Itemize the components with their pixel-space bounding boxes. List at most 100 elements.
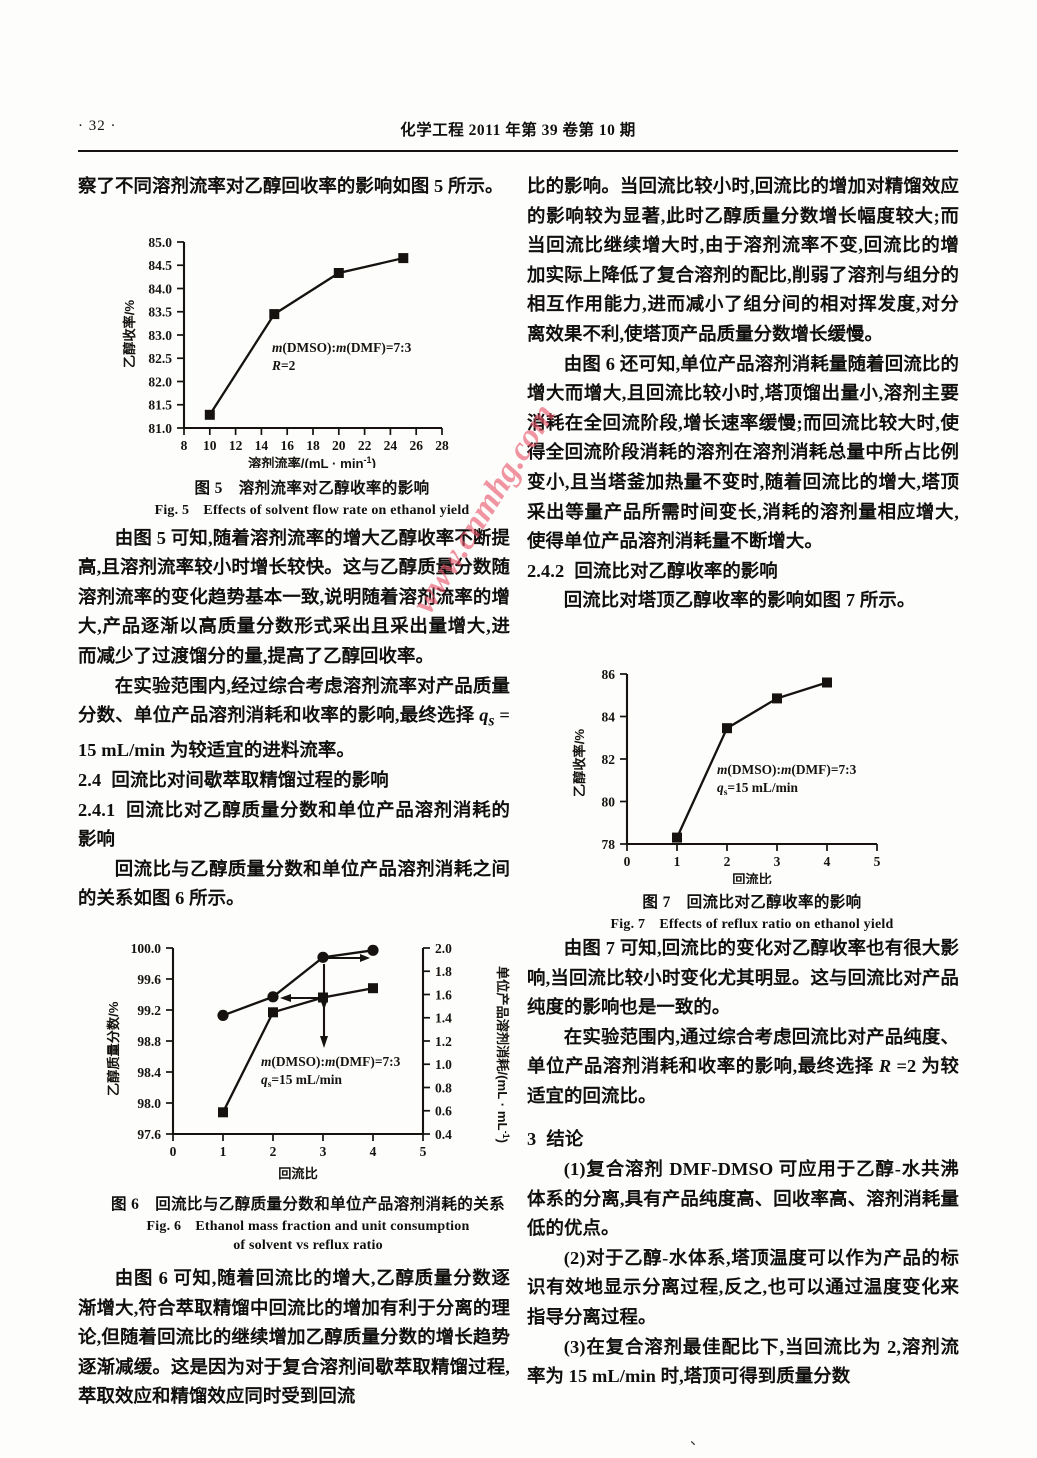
svg-text:0.8: 0.8 — [435, 1081, 452, 1096]
svg-text:5: 5 — [420, 1144, 427, 1159]
heading-text: 回流比对乙醇收率的影响 — [574, 560, 778, 581]
figure-7-plot: 乙醇收率/% 78 80 82 84 86 0 1 2 3 4 5 — [571, 667, 881, 884]
svg-text:3: 3 — [320, 1144, 327, 1159]
heading-number: 2.4.1 — [78, 799, 116, 820]
svg-text:97.6: 97.6 — [137, 1127, 161, 1142]
fig6-annotation-qs: qs=15 mL/min — [261, 1072, 342, 1090]
svg-text:2: 2 — [724, 854, 731, 869]
fig6-yticks-left: 97.6 98.0 98.4 98.8 99.2 99.6 100.0 — [131, 941, 173, 1142]
fig7-markers — [672, 677, 832, 843]
svg-text:83.0: 83.0 — [148, 328, 172, 343]
paragraph: 在实验范围内,经过综合考虑溶剂流率对产品质量分数、单位产品溶剂消耗和收率的影响,… — [78, 672, 510, 766]
paragraph: 察了不同溶剂流率对乙醇回收率的影响如图 5 所示。 — [78, 176, 504, 196]
header-rule — [78, 150, 958, 152]
fig5-yticks: 81.0 81.5 82.0 82.5 83.0 83.5 84.0 84.5 … — [148, 235, 184, 436]
svg-text:81.5: 81.5 — [148, 398, 172, 413]
svg-text:10: 10 — [203, 438, 217, 453]
svg-text:80: 80 — [602, 795, 616, 810]
fig6-series-consumption-markers — [217, 944, 379, 1021]
heading-number: 2.4 — [78, 770, 102, 791]
svg-text:4: 4 — [370, 1144, 377, 1159]
svg-text:84: 84 — [602, 710, 616, 725]
svg-text:98.4: 98.4 — [137, 1065, 161, 1080]
symbol-sub: s — [488, 712, 495, 730]
symbol-R: R — [878, 1056, 892, 1077]
left-column: 察了不同溶剂流率对乙醇回收率的影响如图 5 所示。 由图 5 可知,随着溶剂流率… — [78, 172, 510, 1412]
fig5-axes — [182, 242, 442, 430]
svg-text:0: 0 — [170, 1144, 177, 1159]
svg-text:1.8: 1.8 — [435, 964, 452, 979]
paragraph: 由图 6 可知,随着回流比的增大,乙醇质量分数逐渐增大,符合萃取精馏中回流比的增… — [78, 1267, 510, 1407]
paragraph: 在实验范围内,通过综合考虑回流比对产品纯度、单位产品溶剂消耗和收率的影响,最终选… — [527, 1023, 959, 1112]
svg-text:78: 78 — [602, 837, 616, 852]
figure-6-plot: 乙醇质量分数/% 单位产品溶剂消耗/(mL · mL-1) 97.6 98.0 … — [105, 941, 511, 1181]
heading-3: 3 结论 — [527, 1125, 959, 1155]
paragraph: 回流比与乙醇质量分数和单位产品溶剂消耗之间的关系如图 6 所示。 — [78, 858, 510, 909]
svg-text:99.2: 99.2 — [137, 1003, 161, 1018]
conclusion-item: (2)对于乙醇-水体系,塔顶温度可以作为产品的标识有效地显示分离过程,反之,也可… — [527, 1247, 959, 1328]
figure-6-caption-en-2: of solvent vs reflux ratio — [233, 1238, 383, 1253]
svg-text:0.4: 0.4 — [435, 1127, 452, 1142]
svg-text:28: 28 — [435, 438, 449, 453]
fig5-ylabel: 乙醇收率/% — [121, 300, 137, 368]
fig7-series-line — [675, 681, 828, 839]
svg-text:24: 24 — [384, 438, 398, 453]
figure-5-caption: 图 5 溶剂流率对乙醇收率的影响 Fig. 5 Effects of solve… — [112, 476, 512, 520]
right-column: 比的影响。当回流比较小时,回流比的增加对精馏效应的影响较为显著,此时乙醇质量分数… — [527, 172, 959, 1392]
paragraph: 由图 5 可知,随着溶剂流率的增大乙醇收率不断提高,且溶剂流率较小时增长较快。这… — [78, 527, 510, 666]
figure-5: 乙醇收率/% 81.0 81.5 82.0 82.5 83.0 83.5 84.… — [112, 228, 512, 520]
symbol-q: q — [479, 705, 489, 726]
figure-6-caption-cn: 图 6 回流比与乙醇质量分数和单位产品溶剂消耗的关系 — [110, 1196, 506, 1213]
svg-text:12: 12 — [229, 438, 243, 453]
heading-text: 回流比对乙醇质量分数和单位产品溶剂消耗的影响 — [78, 799, 510, 850]
svg-text:1: 1 — [220, 1144, 227, 1159]
fig5-series-line — [208, 256, 404, 416]
svg-text:86: 86 — [602, 667, 616, 682]
figure-7-caption-cn: 图 7 回流比对乙醇收率的影响 — [642, 894, 862, 911]
figure-5-plot: 乙醇收率/% 81.0 81.5 82.0 82.5 83.0 83.5 84.… — [121, 235, 449, 468]
fig5-markers — [204, 253, 409, 420]
svg-text:16: 16 — [280, 438, 294, 453]
fig6-series-consumption-line — [222, 949, 374, 1017]
paragraph: 由图 6 还可知,单位产品溶剂消耗量随着回流比的增大而增大,且回流比较小时,塔顶… — [527, 353, 959, 552]
svg-text:82.0: 82.0 — [148, 375, 172, 390]
text-run: 在实验范围内,通过综合考虑回流比对产品纯度、单位产品溶剂消耗和收率的影响,最终选… — [527, 1026, 959, 1077]
heading-2-4: 2.4 回流比对间歇萃取精馏过程的影响 — [78, 766, 510, 796]
heading-2-4-2: 2.4.2 回流比对乙醇收率的影响 — [527, 557, 959, 587]
running-head: · 32 · 化学工程 2011 年第 39 卷第 10 期 — [78, 118, 958, 144]
fig5-annotation-R: R=2 — [271, 358, 296, 373]
fig7-annotation-qs: qs=15 mL/min — [717, 780, 798, 798]
svg-text:20: 20 — [332, 438, 346, 453]
svg-text:98.0: 98.0 — [137, 1096, 161, 1111]
fig6-ylabel-right: 单位产品溶剂消耗/(mL · mL-1) — [495, 966, 511, 1143]
conclusion-item: (1)复合溶剂 DMF-DMSO 可应用于乙醇-水共沸体系的分离,具有产品纯度高… — [527, 1159, 959, 1239]
svg-text:1.4: 1.4 — [435, 1011, 452, 1026]
paragraph: 回流比对塔顶乙醇收率的影响如图 7 所示。 — [563, 590, 916, 611]
svg-text:1.2: 1.2 — [435, 1034, 452, 1049]
paragraph: 由图 7 可知,回流比的变化对乙醇收率也有很大影响,当回流比较小时变化尤其明显。… — [527, 937, 959, 1018]
fig7-axes — [625, 674, 877, 846]
svg-text:8: 8 — [181, 438, 188, 453]
figure-7: 乙醇收率/% 78 80 82 84 86 0 1 2 3 4 5 — [552, 662, 952, 934]
fig6-xticks: 0 1 2 3 4 5 — [170, 1134, 427, 1159]
svg-text:85.0: 85.0 — [148, 235, 172, 250]
svg-text:0.6: 0.6 — [435, 1104, 452, 1119]
heading-number: 3 — [527, 1129, 537, 1150]
svg-text:84.5: 84.5 — [148, 258, 172, 273]
svg-text:81.0: 81.0 — [148, 421, 172, 436]
fig6-yticks-right: 0.4 0.6 0.8 1.0 1.2 1.4 1.6 1.8 2.0 — [423, 941, 452, 1142]
figure-6-caption: 图 6 回流比与乙醇质量分数和单位产品溶剂消耗的关系 Fig. 6 Ethano… — [98, 1192, 518, 1255]
svg-text:83.5: 83.5 — [148, 305, 172, 320]
svg-text:2: 2 — [270, 1144, 277, 1159]
svg-text:2.0: 2.0 — [435, 941, 452, 956]
figure-7-caption-en: Fig. 7 Effects of reflux ratio on ethano… — [610, 917, 894, 932]
heading-2-4-1: 2.4.1 回流比对乙醇质量分数和单位产品溶剂消耗的影响 — [78, 796, 510, 855]
text-run: 在实验范围内,经过综合考虑溶剂流率对产品质量分数、单位产品溶剂消耗和收率的影响,… — [78, 675, 510, 726]
svg-text:22: 22 — [358, 438, 372, 453]
fig7-yticks: 78 80 82 84 86 — [602, 667, 627, 852]
heading-text: 回流比对间歇萃取精馏过程的影响 — [111, 770, 389, 791]
fig6-ylabel-left: 乙醇质量分数/% — [105, 1001, 121, 1096]
text-run: = 15 mL/min 为较适宜的进料流率。 — [78, 705, 511, 761]
svg-text:5: 5 — [874, 854, 881, 869]
